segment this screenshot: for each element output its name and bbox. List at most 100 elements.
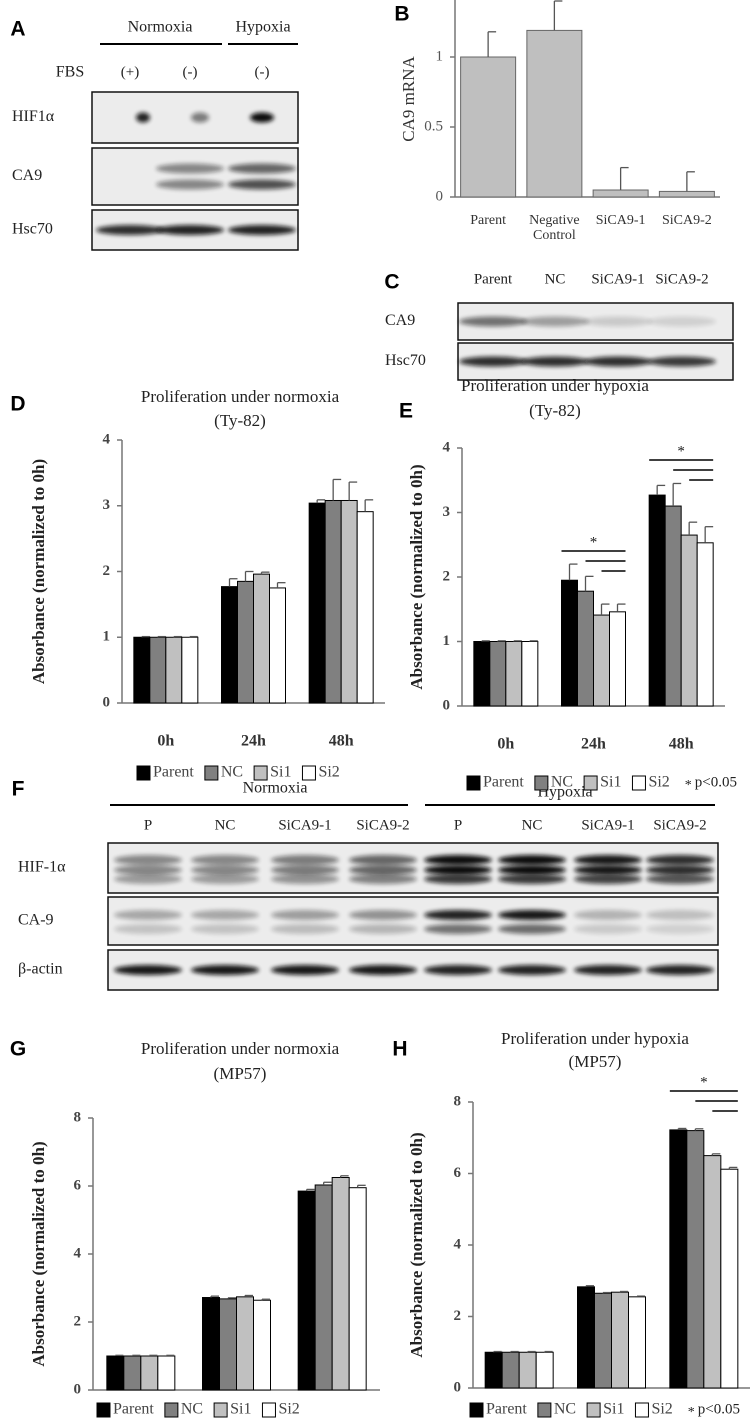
x-tick-label: 0h (497, 736, 514, 753)
blot-band (424, 965, 492, 975)
chart-subtitle: (Ty-82) (214, 411, 266, 430)
bar (340, 499, 358, 704)
row-label: HIF1α (12, 108, 55, 125)
blot-band (228, 163, 296, 174)
y-tick-label: 4 (454, 1236, 462, 1252)
bar (484, 1351, 503, 1389)
chart-title: Proliferation under hypoxia (461, 376, 649, 395)
bar (518, 1351, 537, 1389)
blot-band (191, 924, 259, 934)
y-tick-label: 0 (443, 697, 451, 713)
blot-band (349, 965, 417, 975)
blot-band (498, 855, 566, 865)
panel-letter: A (10, 18, 25, 41)
x-tick-label: Negative Control (529, 213, 580, 243)
blot-band (648, 316, 716, 327)
blot-band (114, 910, 182, 920)
y-tick-label: 0 (74, 1381, 82, 1397)
bar (297, 1190, 316, 1391)
lane-label: SiCA9-2 (653, 817, 706, 833)
blot-band (574, 965, 642, 975)
chart-subtitle: (MP57) (214, 1064, 267, 1083)
chart-subtitle: (MP57) (569, 1052, 622, 1071)
blot-band (191, 910, 259, 920)
condition-label: FBS (56, 64, 84, 81)
x-tick-label-box: Parent (470, 213, 506, 228)
blot-band (584, 356, 652, 367)
bar (221, 586, 238, 704)
row-label: CA9 (385, 312, 415, 329)
blot-band (271, 924, 339, 934)
bar (489, 641, 507, 707)
bar (219, 1298, 237, 1391)
panel-letter: C (384, 271, 399, 294)
blot-band (250, 112, 274, 123)
bar (106, 1355, 125, 1391)
legend-label: NC (554, 1401, 576, 1418)
legend-swatch (261, 1402, 276, 1418)
blot-band (521, 316, 589, 327)
blot-band (191, 865, 259, 875)
row-label: CA-9 (18, 912, 54, 929)
blot-band (498, 865, 566, 875)
lane-label: NC (522, 817, 543, 833)
bar (149, 636, 167, 704)
blot-band (498, 965, 566, 975)
blot-band (191, 965, 259, 975)
blot-band (646, 910, 714, 920)
blot-band (648, 356, 716, 367)
panel-letter: E (399, 400, 413, 423)
blot-band (271, 855, 339, 865)
bar (269, 587, 286, 704)
blot-band (191, 874, 259, 884)
blot-band (349, 874, 417, 884)
legend-label: Parent (153, 764, 194, 781)
legend-label: NC (221, 764, 243, 781)
blot-band (114, 965, 182, 975)
lane-label: SiCA9-1 (591, 271, 644, 287)
blot-strip (107, 896, 719, 946)
bar (577, 1286, 595, 1389)
blot-band (349, 865, 417, 875)
legend-swatch (586, 1402, 601, 1418)
blot-band (424, 855, 492, 865)
blot-band (136, 112, 150, 123)
blot-band (191, 112, 209, 123)
lane-label: SiCA9-1 (581, 817, 634, 833)
blot-band (349, 855, 417, 865)
row-label: Hsc70 (385, 352, 426, 369)
legend-label: Si2 (278, 1401, 299, 1418)
y-tick-label: 1 (436, 48, 444, 64)
blot-band (521, 356, 589, 367)
legend-label: Parent (483, 774, 524, 791)
legend-swatch (136, 765, 151, 781)
lane-label: SiCA9-2 (655, 271, 708, 287)
y-tick-label: 1 (443, 633, 451, 649)
blot-band (349, 924, 417, 934)
bar (501, 1351, 520, 1389)
bar (611, 1291, 629, 1389)
blot-band (228, 179, 296, 190)
bar (133, 636, 151, 704)
blot-band (424, 865, 492, 875)
panel-letter: H (392, 1038, 407, 1061)
legend-swatch (253, 765, 268, 781)
bar (720, 1168, 739, 1389)
bar (236, 1296, 254, 1391)
bar (664, 505, 682, 707)
group-label: Normoxia (128, 19, 193, 36)
blot-band (574, 865, 642, 875)
lane-label: (-) (183, 64, 198, 80)
lane-label: SiCA9-2 (356, 817, 409, 833)
group-label: Normoxia (243, 780, 308, 797)
y-tick-label: 4 (103, 431, 111, 447)
legend-significance-mark: * (688, 1405, 695, 1418)
row-label: HIF-1α (18, 859, 66, 876)
panel-letter: F (12, 778, 25, 801)
x-tick-label: 0h (157, 733, 174, 750)
legend-swatch (583, 775, 598, 791)
lane-label: (+) (121, 64, 139, 80)
bar (356, 511, 374, 704)
bar (505, 641, 523, 707)
blot-band (271, 965, 339, 975)
